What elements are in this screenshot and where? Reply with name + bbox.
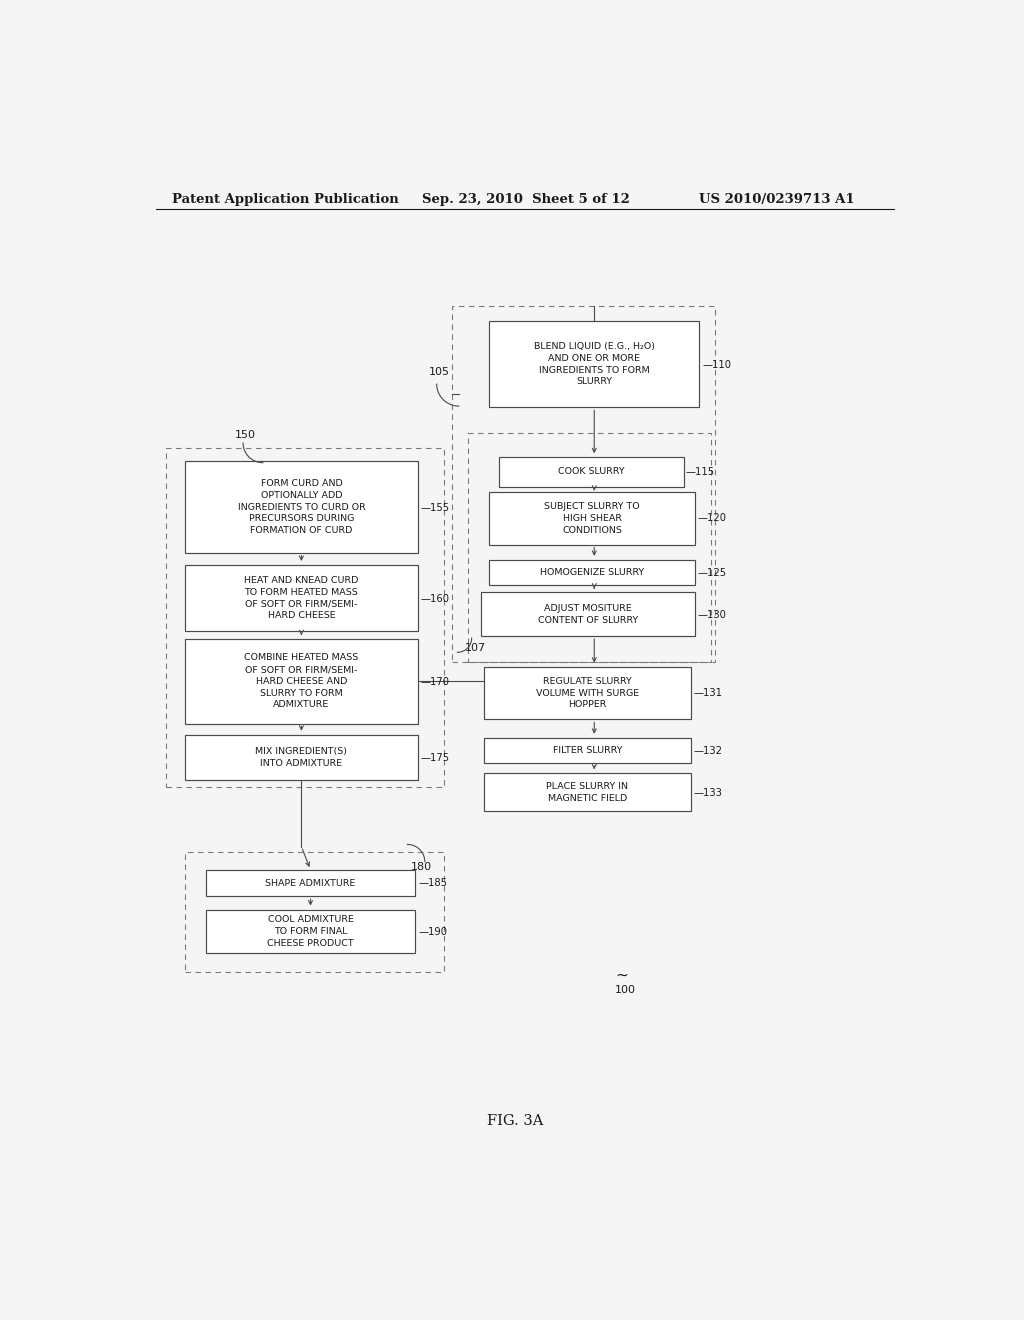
Text: COOL ADMIXTURE
TO FORM FINAL
CHEESE PRODUCT: COOL ADMIXTURE TO FORM FINAL CHEESE PROD… xyxy=(267,915,354,948)
Bar xyxy=(500,457,684,487)
Text: ADJUST MOSITURE
CONTENT OF SLURRY: ADJUST MOSITURE CONTENT OF SLURRY xyxy=(539,603,638,624)
Text: ~: ~ xyxy=(615,968,628,983)
Text: PLACE SLURRY IN
MAGNETIC FIELD: PLACE SLURRY IN MAGNETIC FIELD xyxy=(547,781,629,803)
Bar xyxy=(468,433,712,661)
Text: —110: —110 xyxy=(702,360,731,370)
Text: —185: —185 xyxy=(419,878,447,888)
Bar xyxy=(489,560,695,585)
Text: —133: —133 xyxy=(694,788,723,797)
Bar xyxy=(481,593,695,636)
Text: —170: —170 xyxy=(420,677,450,686)
Text: 180: 180 xyxy=(411,862,432,871)
Bar xyxy=(489,321,699,408)
Text: SUBJECT SLURRY TO
HIGH SHEAR
CONDITIONS: SUBJECT SLURRY TO HIGH SHEAR CONDITIONS xyxy=(545,502,640,535)
Text: FIG. 3A: FIG. 3A xyxy=(487,1114,544,1127)
Text: —155: —155 xyxy=(420,503,450,513)
Text: BLEND LIQUID (E.G., H₂O)
AND ONE OR MORE
INGREDIENTS TO FORM
SLURRY: BLEND LIQUID (E.G., H₂O) AND ONE OR MORE… xyxy=(534,342,654,387)
Text: —130: —130 xyxy=(697,610,727,620)
Bar xyxy=(483,738,691,763)
Text: REGULATE SLURRY
VOLUME WITH SURGE
HOPPER: REGULATE SLURRY VOLUME WITH SURGE HOPPER xyxy=(536,677,639,709)
Text: —120: —120 xyxy=(697,513,727,523)
Text: —160: —160 xyxy=(420,594,450,603)
Bar xyxy=(185,735,418,780)
Bar xyxy=(483,774,691,810)
Bar xyxy=(166,447,443,787)
Text: —132: —132 xyxy=(694,746,723,756)
Bar xyxy=(452,306,715,661)
Text: FILTER SLURRY: FILTER SLURRY xyxy=(553,746,623,755)
Text: —125: —125 xyxy=(697,568,727,578)
Text: HOMOGENIZE SLURRY: HOMOGENIZE SLURRY xyxy=(540,568,644,577)
Text: —131: —131 xyxy=(694,688,723,698)
Bar xyxy=(185,639,418,723)
Text: FORM CURD AND
OPTIONALLY ADD
INGREDIENTS TO CURD OR
PRECURSORS DURING
FORMATION : FORM CURD AND OPTIONALLY ADD INGREDIENTS… xyxy=(238,479,366,535)
Text: Sep. 23, 2010  Sheet 5 of 12: Sep. 23, 2010 Sheet 5 of 12 xyxy=(422,193,630,206)
Text: —190: —190 xyxy=(419,927,447,937)
Text: 150: 150 xyxy=(234,430,256,440)
Bar xyxy=(185,461,418,553)
Text: —115: —115 xyxy=(686,467,715,478)
Text: COOK SLURRY: COOK SLURRY xyxy=(558,467,625,477)
Bar xyxy=(483,667,691,719)
Text: MIX INGREDIENT(S)
INTO ADMIXTURE: MIX INGREDIENT(S) INTO ADMIXTURE xyxy=(255,747,347,768)
Bar xyxy=(489,492,695,545)
Text: US 2010/0239713 A1: US 2010/0239713 A1 xyxy=(699,193,855,206)
Text: —175: —175 xyxy=(420,754,450,763)
Bar xyxy=(185,565,418,631)
Text: HEAT AND KNEAD CURD
TO FORM HEATED MASS
OF SOFT OR FIRM/SEMI-
HARD CHEESE: HEAT AND KNEAD CURD TO FORM HEATED MASS … xyxy=(244,576,358,620)
Text: COMBINE HEATED MASS
OF SOFT OR FIRM/SEMI-
HARD CHEESE AND
SLURRY TO FORM
ADMIXTU: COMBINE HEATED MASS OF SOFT OR FIRM/SEMI… xyxy=(245,653,358,709)
Text: 107: 107 xyxy=(465,643,486,653)
Text: SHAPE ADMIXTURE: SHAPE ADMIXTURE xyxy=(265,879,355,887)
Bar xyxy=(206,870,416,896)
Text: 105: 105 xyxy=(429,367,450,376)
Text: 100: 100 xyxy=(615,985,636,995)
Bar xyxy=(206,909,416,953)
Bar xyxy=(185,851,443,972)
Text: Patent Application Publication: Patent Application Publication xyxy=(172,193,398,206)
